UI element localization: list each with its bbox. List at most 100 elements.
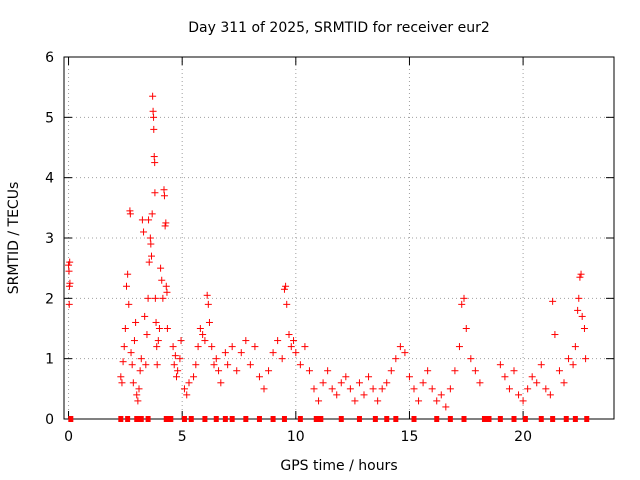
data-point — [410, 385, 418, 393]
data-point — [65, 300, 73, 308]
data-point — [151, 294, 159, 302]
data-point — [287, 343, 295, 351]
data-point — [126, 210, 134, 218]
baseline-marker — [281, 416, 287, 422]
data-point — [190, 373, 198, 381]
baseline-marker — [522, 416, 528, 422]
baseline-marker — [584, 416, 590, 422]
data-point — [582, 355, 590, 363]
baseline-marker — [497, 416, 503, 422]
baseline-marker — [138, 416, 144, 422]
data-point — [519, 397, 527, 405]
data-point — [118, 379, 126, 387]
data-point — [462, 325, 470, 332]
data-point — [205, 318, 213, 326]
data-point — [260, 385, 268, 393]
data-point — [296, 361, 304, 369]
data-point — [283, 300, 291, 308]
data-point — [374, 397, 382, 405]
data-point — [199, 331, 207, 339]
data-point — [142, 361, 150, 369]
data-point — [170, 361, 178, 369]
data-point — [333, 391, 341, 399]
data-point — [274, 337, 282, 345]
data-point — [451, 367, 459, 375]
data-point — [424, 367, 432, 375]
data-point — [392, 355, 400, 363]
baseline-marker — [188, 416, 194, 422]
data-point — [310, 385, 318, 393]
data-point — [210, 361, 218, 369]
data-point — [145, 216, 153, 224]
data-point — [152, 318, 160, 326]
baseline-marker — [393, 416, 399, 422]
y-tick-label: 1 — [45, 352, 54, 368]
data-point — [292, 349, 300, 357]
chart-title: Day 311 of 2025, SRMTID for receiver eur… — [188, 20, 490, 36]
baseline-marker — [202, 416, 208, 422]
data-point — [148, 252, 155, 260]
baseline-marker — [313, 416, 319, 422]
data-point — [575, 294, 583, 302]
data-point — [204, 300, 212, 308]
data-point — [455, 343, 463, 351]
data-point — [280, 285, 288, 293]
data-point — [123, 282, 130, 290]
data-point — [551, 331, 559, 339]
data-point — [505, 385, 513, 393]
data-point — [119, 358, 127, 366]
data-point — [153, 361, 161, 369]
data-point — [169, 343, 177, 351]
data-point — [290, 337, 298, 345]
data-point — [578, 312, 586, 320]
data-point — [396, 343, 404, 351]
y-axis-label: SRMTID / TECUs — [6, 182, 22, 295]
x-tick-label: 15 — [401, 429, 419, 445]
data-point — [265, 367, 273, 375]
data-point — [148, 210, 156, 218]
data-point — [351, 397, 359, 405]
data-point — [428, 385, 436, 393]
data-point — [378, 385, 386, 393]
data-point — [140, 228, 148, 236]
data-point — [224, 361, 232, 369]
data-point — [328, 385, 336, 393]
data-point — [171, 352, 179, 360]
data-point — [127, 349, 135, 357]
data-point — [319, 379, 327, 387]
baseline-marker — [356, 416, 362, 422]
data-point — [144, 294, 152, 302]
data-point — [542, 385, 550, 393]
data-point — [130, 337, 138, 345]
data-point — [269, 349, 277, 357]
baseline-marker — [222, 416, 228, 422]
data-point — [173, 373, 180, 381]
data-point — [233, 367, 241, 375]
data-point — [285, 331, 293, 339]
x-tick-label: 0 — [64, 429, 73, 445]
data-point — [217, 379, 225, 387]
data-point — [215, 367, 223, 375]
baseline-marker — [297, 416, 303, 422]
baseline-marker — [229, 416, 235, 422]
data-point — [149, 107, 157, 115]
x-tick-label: 10 — [287, 429, 305, 445]
y-tick-label: 3 — [45, 231, 54, 247]
data-point — [120, 343, 128, 351]
baseline-marker — [511, 416, 517, 422]
data-point — [159, 294, 167, 302]
data-point — [149, 92, 157, 100]
data-point — [145, 258, 153, 266]
data-point — [158, 276, 166, 284]
data-point — [242, 337, 250, 345]
data-points — [65, 92, 590, 411]
y-tick-label: 5 — [45, 110, 54, 126]
data-point — [565, 355, 573, 363]
baseline-marker — [550, 416, 556, 422]
baseline-marker — [572, 416, 578, 422]
data-point — [212, 355, 220, 363]
data-point — [419, 379, 427, 387]
y-tick-label: 0 — [45, 412, 54, 428]
data-point — [405, 373, 413, 381]
